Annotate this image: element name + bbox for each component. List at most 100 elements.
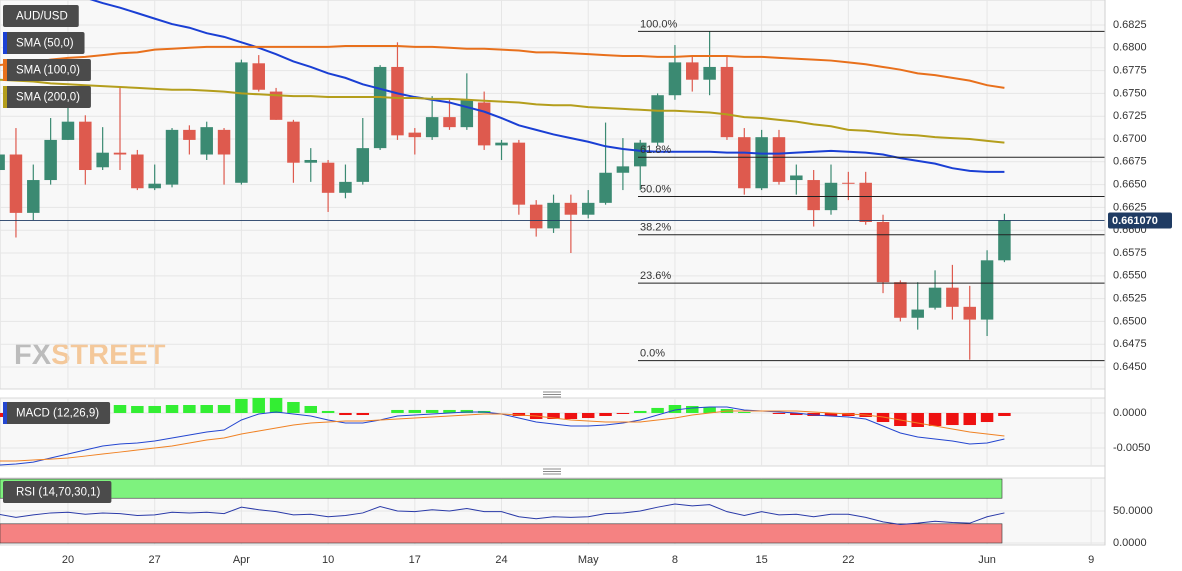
rsi-band [0, 523, 1003, 544]
legend-text: RSI (14,70,30,1) [16, 487, 101, 499]
macd-histogram-bar [998, 412, 1011, 416]
legend-item: SMA (100,0) [3, 59, 91, 81]
candle-body [373, 66, 387, 149]
candle-body [235, 62, 248, 183]
legend-box [3, 481, 112, 503]
macd-histogram-bar [703, 406, 716, 413]
x-tick-label: May [578, 554, 599, 566]
candle-body [547, 202, 560, 229]
macd-panel [0, 397, 1106, 467]
macd-histogram-bar [564, 412, 578, 420]
legend-item: MACD (12,26,9) [3, 402, 111, 424]
candle-body [44, 139, 57, 181]
legend-box [3, 59, 91, 81]
candle-body [512, 142, 526, 205]
y-tick-label: 0.6675 [1113, 156, 1147, 168]
macd-histogram-bar [356, 412, 370, 416]
macd-histogram-bar [113, 405, 127, 413]
y-tick-label: 0.6525 [1113, 293, 1147, 305]
legend-swatch [3, 402, 7, 424]
macd-histogram-bar [963, 412, 976, 426]
macd-histogram-bar [339, 412, 352, 416]
candle-body [269, 91, 283, 120]
y-tick-label: 0.6550 [1113, 270, 1147, 282]
x-tick-label: 8 [672, 554, 678, 566]
macd-histogram-bar [876, 412, 890, 423]
macd-histogram-bar [547, 412, 560, 420]
plot-area: 100.0% 61.8% 50.0% 38.2% 23.6% 0.0% [0, 0, 1105, 362]
y-tick-label: -0.0050 [1113, 442, 1150, 454]
x-tick-label: Jun [978, 554, 996, 566]
fib-label: 100.0% [640, 18, 678, 30]
candle-body [581, 202, 595, 215]
y-tick-label: 0.6800 [1113, 42, 1147, 54]
x-tick-label: 22 [842, 554, 854, 566]
macd-histogram-bar [0, 412, 5, 417]
candle-body [356, 148, 370, 182]
candle-body [477, 102, 491, 146]
fib-label: 23.6% [640, 270, 671, 282]
splitter[interactable] [543, 391, 561, 398]
plot-area [0, 478, 1005, 544]
splitter[interactable] [543, 468, 561, 475]
candle-body [703, 66, 716, 80]
candle-body [460, 99, 474, 128]
candle-body [634, 142, 647, 167]
candle-body [599, 172, 612, 203]
candle-body [9, 154, 23, 213]
macd-histogram-bar [235, 398, 248, 413]
y-tick-label: 0.6750 [1113, 87, 1147, 99]
macd-histogram-bar [686, 405, 699, 413]
legend-item: SMA (50,0) [3, 32, 85, 54]
candle-body [616, 166, 630, 173]
main-panel [0, 0, 1106, 390]
macd-histogram-bar [842, 412, 855, 416]
macd-histogram-bar [980, 412, 994, 423]
macd-histogram-bar [165, 405, 179, 413]
legend-box [3, 32, 85, 54]
macd-histogram-bar [790, 412, 803, 416]
last-price-label: 0.661070 [1112, 215, 1158, 227]
legend-item: SMA (200,0) [3, 86, 91, 108]
macd-histogram-bar [581, 412, 595, 419]
watermark-fx: FX [14, 339, 52, 371]
macd-histogram-bar [911, 412, 924, 427]
fib-label: 38.2% [640, 222, 671, 234]
legend-swatch [3, 86, 7, 108]
macd-histogram-bar [321, 410, 335, 413]
macd-histogram-bar [928, 412, 942, 427]
macd-histogram-bar [425, 409, 439, 413]
y-tick-label: 0.6500 [1113, 315, 1147, 327]
macd-histogram-bar [408, 409, 422, 413]
candle-body [113, 152, 127, 155]
macd-histogram-bar [252, 398, 265, 413]
legend-swatch [3, 32, 7, 54]
rsi-band [0, 478, 1003, 499]
y-tick-label: 0.6650 [1113, 179, 1147, 191]
grid [0, 0, 1105, 388]
macd-histogram-bar [148, 405, 161, 413]
candle-body [321, 162, 335, 193]
macd-histogram-bar [269, 398, 283, 413]
macd-histogram-bar [512, 412, 526, 416]
candle-body [287, 121, 300, 163]
sma-line [0, 44, 1005, 89]
candle-body [911, 309, 924, 318]
y-tick-label: 0.6825 [1113, 19, 1147, 31]
y-tick-label: 0.0000 [1113, 537, 1147, 549]
candle-body [686, 62, 699, 80]
x-tick-label: 20 [62, 554, 74, 566]
candle-body [304, 159, 318, 163]
candle-body [27, 180, 40, 213]
y-tick-label: 0.6725 [1113, 110, 1147, 122]
x-tick-label: 9 [1088, 554, 1094, 566]
candle-body [339, 181, 352, 193]
legend-text: SMA (100,0) [16, 65, 80, 77]
macd-histogram-bar [807, 412, 820, 416]
candle-body [842, 182, 855, 184]
macd-line [0, 410, 1005, 462]
macd-histogram-bar [772, 412, 786, 414]
macd-histogram-bar [651, 407, 664, 413]
fib-label: 0.0% [640, 348, 665, 360]
